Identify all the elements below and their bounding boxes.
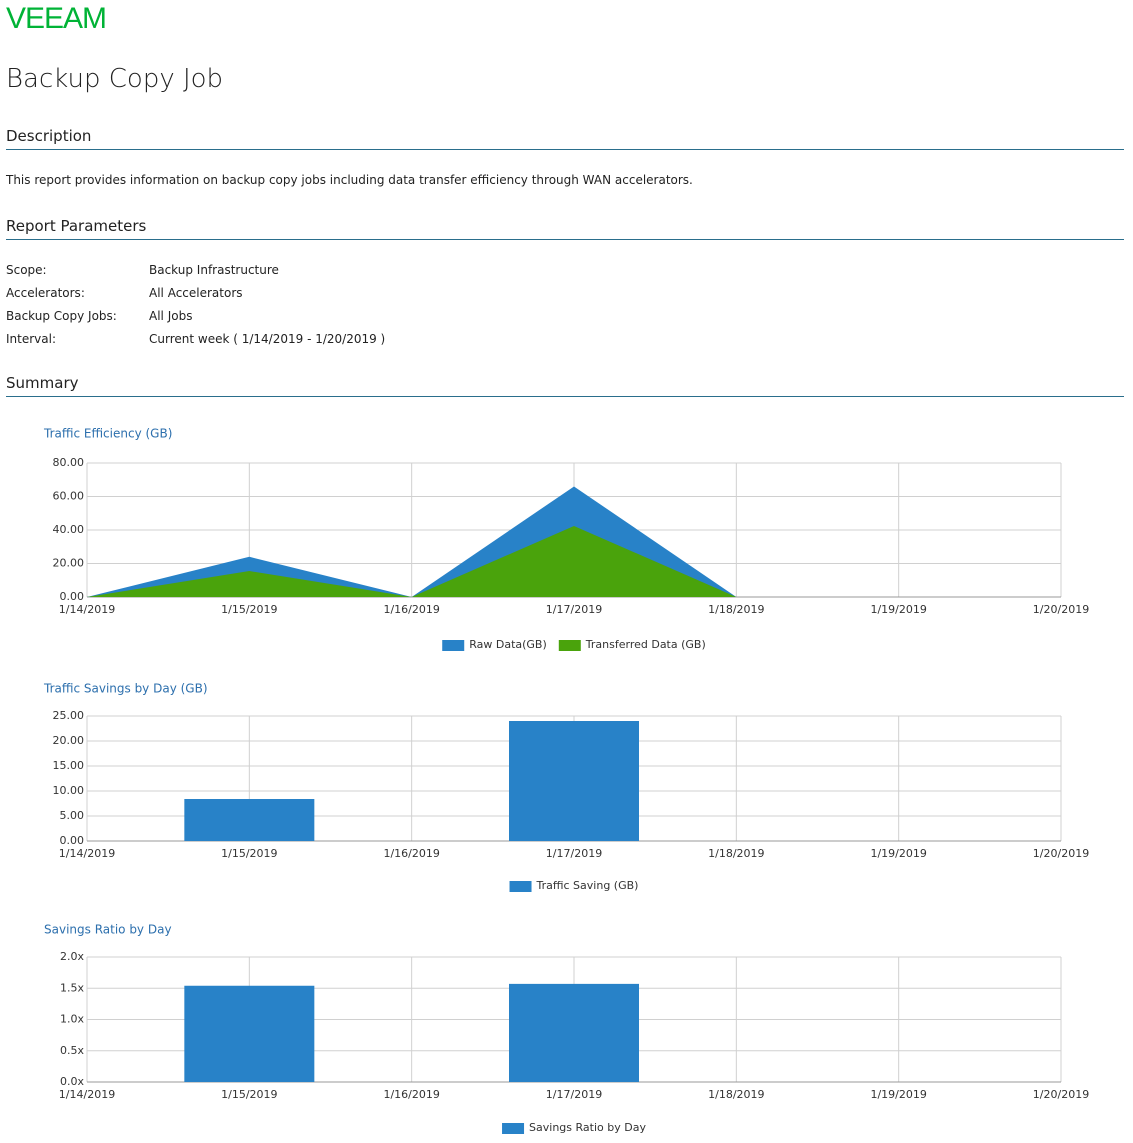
param-value: Backup Infrastructure [149,263,279,277]
param-label: Interval: [6,332,56,346]
x-tick-label: 1/15/2019 [221,847,277,860]
x-tick-label: 1/18/2019 [708,603,764,616]
param-label: Scope: [6,263,47,277]
y-tick-label: 20.00 [53,557,85,570]
x-tick-label: 1/16/2019 [383,603,439,616]
chart-title: Traffic Savings by Day (GB) [43,682,208,696]
report-title: Backup Copy Job [6,64,224,94]
legend-label: Raw Data(GB) [469,638,547,651]
y-tick-label: 15.00 [53,759,85,772]
y-tick-label: 40.00 [53,523,85,536]
x-tick-label: 1/18/2019 [708,847,764,860]
legend-label: Savings Ratio by Day [529,1121,646,1134]
legend-swatch [502,1123,525,1134]
bar [184,799,315,841]
y-tick-label: 10.00 [53,784,85,797]
x-tick-label: 1/17/2019 [546,1088,602,1101]
x-tick-label: 1/19/2019 [870,847,926,860]
y-tick-label: 0.00 [60,590,85,603]
x-tick-label: 1/19/2019 [870,603,926,616]
x-tick-label: 1/20/2019 [1033,603,1089,616]
chart-title: Traffic Efficiency (GB) [43,427,172,441]
chart-title: Savings Ratio by Day [44,923,172,937]
y-tick-label: 20.00 [53,734,85,747]
y-tick-label: 80.00 [53,456,85,469]
x-tick-label: 1/20/2019 [1033,1088,1089,1101]
bar [184,985,315,1082]
y-tick-label: 1.0x [60,1013,84,1026]
x-tick-label: 1/14/2019 [59,847,115,860]
x-tick-label: 1/15/2019 [221,1088,277,1101]
x-tick-label: 1/14/2019 [59,1088,115,1101]
x-tick-label: 1/16/2019 [383,1088,439,1101]
legend-label: Traffic Saving (GB) [536,879,639,892]
x-tick-label: 1/16/2019 [383,847,439,860]
legend-label: Transferred Data (GB) [585,638,706,651]
legend-swatch [558,640,581,651]
x-tick-label: 1/17/2019 [546,847,602,860]
param-value: Current week ( 1/14/2019 - 1/20/2019 ) [149,332,386,346]
param-label: Backup Copy Jobs: [6,309,117,323]
x-tick-label: 1/17/2019 [546,603,602,616]
section-heading: Report Parameters [6,217,1124,240]
y-tick-label: 2.0x [60,950,84,963]
param-value: All Jobs [149,309,193,323]
y-tick-label: 0.0x [60,1075,84,1088]
y-tick-label: 0.5x [60,1044,84,1057]
x-tick-label: 1/15/2019 [221,603,277,616]
section-heading: Summary [6,374,1124,397]
param-label: Accelerators: [6,286,85,300]
param-value: All Accelerators [149,286,243,300]
legend-swatch [509,881,532,892]
legend-swatch [442,640,465,651]
y-tick-label: 1.5x [60,981,84,994]
area [87,525,1061,597]
description-text: This report provides information on back… [6,173,693,187]
logo: VEEAM [6,2,107,35]
x-tick-label: 1/20/2019 [1033,847,1089,860]
x-tick-label: 1/18/2019 [708,1088,764,1101]
y-tick-label: 60.00 [53,490,85,503]
bar [509,721,639,841]
x-tick-label: 1/14/2019 [59,603,115,616]
y-tick-label: 5.00 [60,809,85,822]
y-tick-label: 0.00 [60,834,85,847]
y-tick-label: 25.00 [53,709,85,722]
section-heading: Description [6,127,1124,150]
x-tick-label: 1/19/2019 [870,1088,926,1101]
bar [509,983,639,1082]
